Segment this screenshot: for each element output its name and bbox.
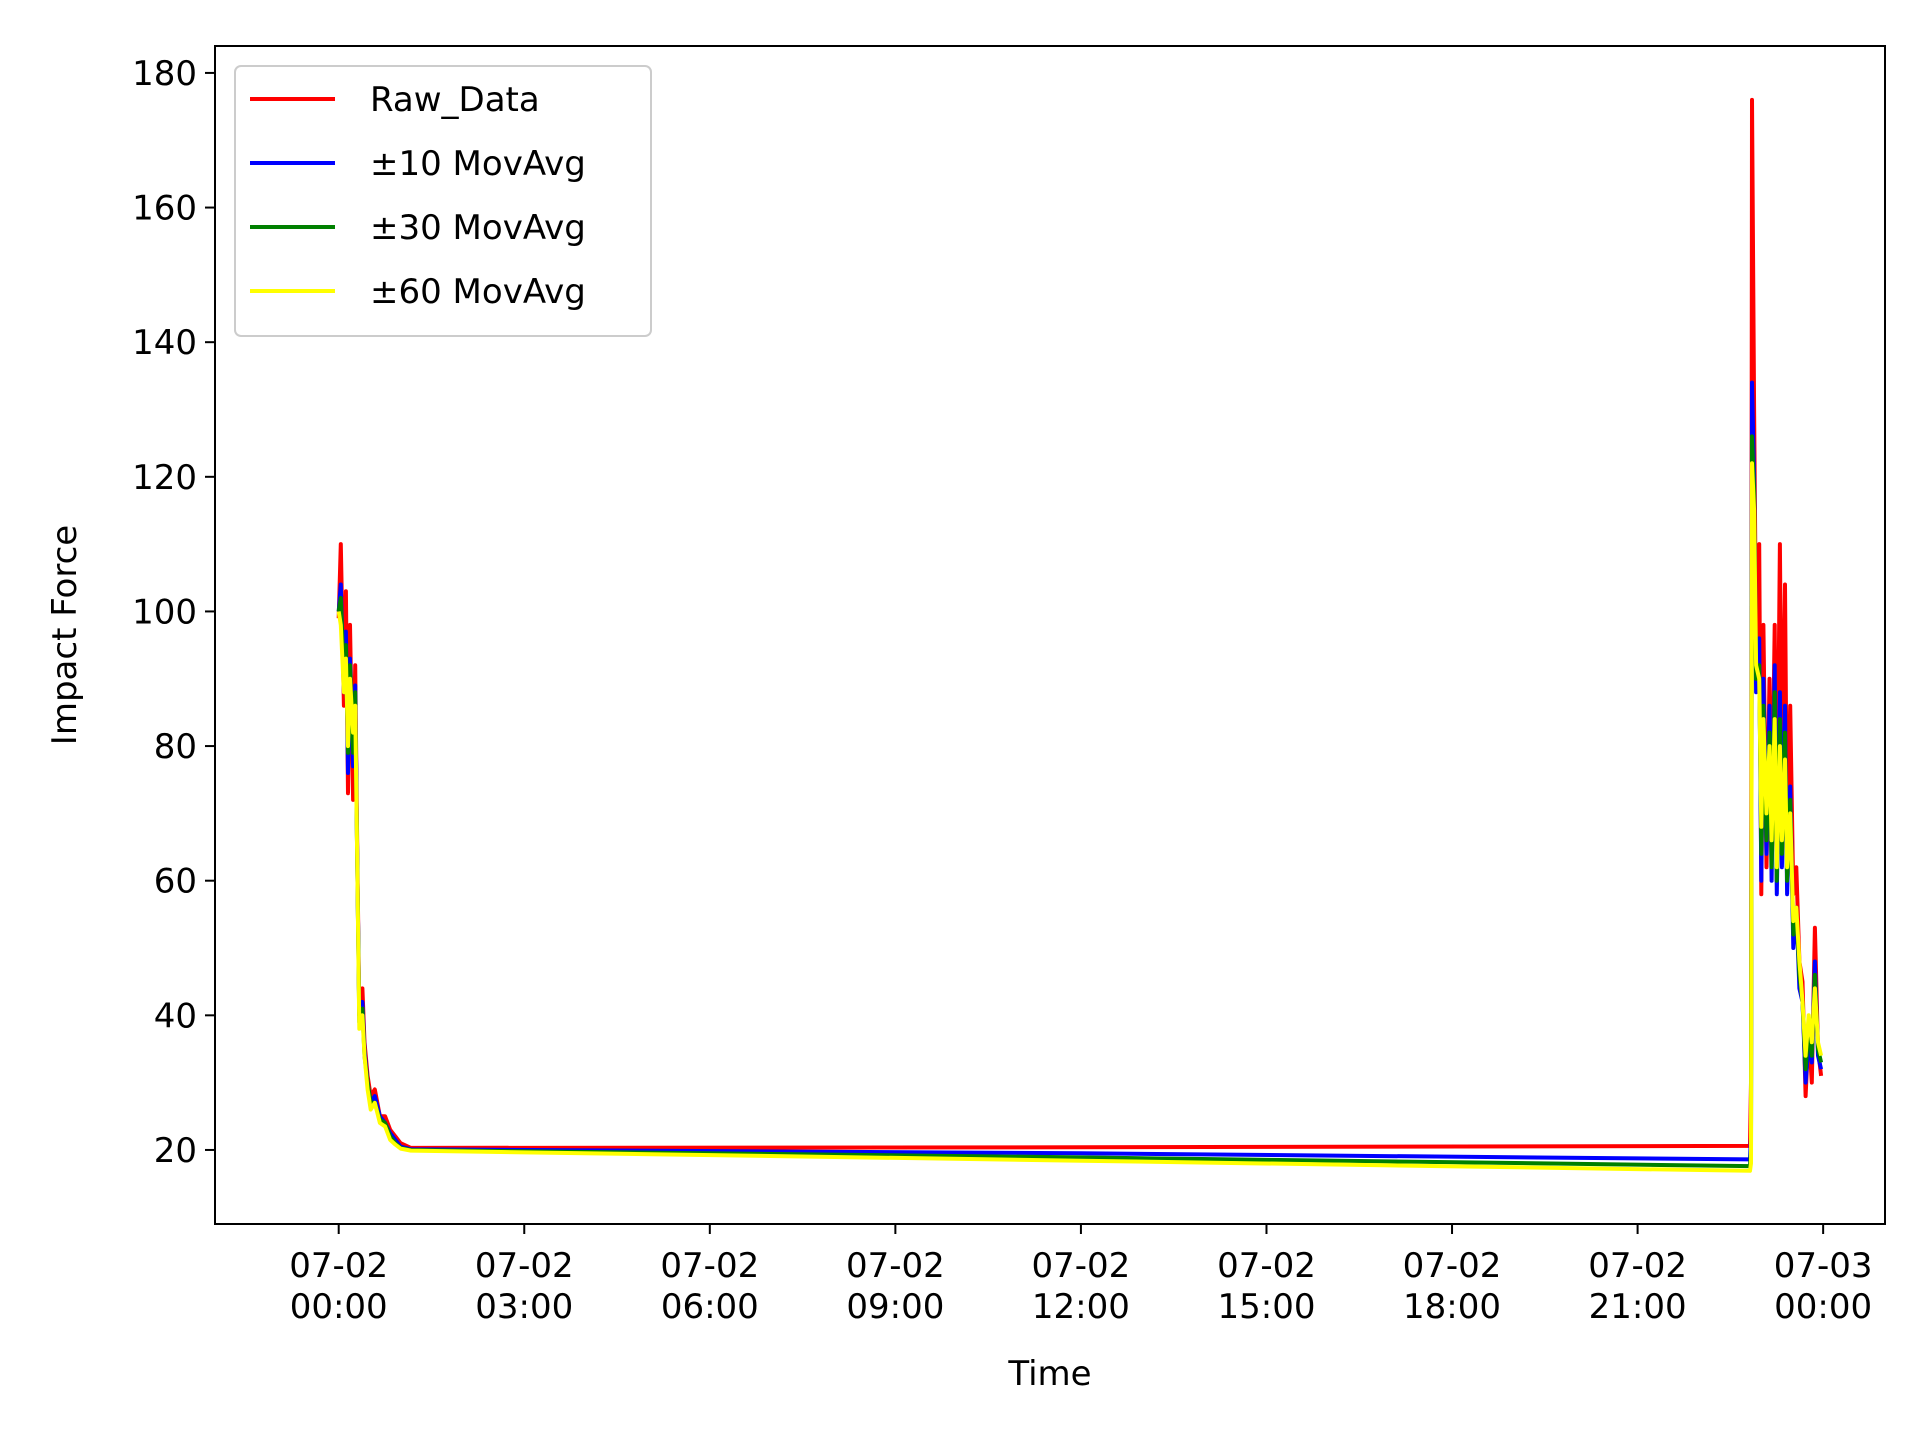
x-tick-label-date: 07-02 bbox=[1403, 1246, 1502, 1286]
x-tick-label-time: 06:00 bbox=[661, 1287, 759, 1327]
y-tick-label: 40 bbox=[154, 996, 197, 1036]
x-tick-label-time: 18:00 bbox=[1403, 1287, 1501, 1327]
y-tick-label: 160 bbox=[132, 189, 197, 229]
x-tick-label-time: 21:00 bbox=[1589, 1287, 1687, 1327]
legend: Raw_Data ±10 MovAvg ±30 MovAvg ±60 MovAvg bbox=[234, 65, 652, 337]
legend-label: ±30 MovAvg bbox=[370, 208, 586, 248]
x-tick-label-time: 15:00 bbox=[1217, 1287, 1315, 1327]
x-tick-label-date: 07-02 bbox=[1217, 1246, 1316, 1286]
x-tick-label-time: 03:00 bbox=[475, 1287, 573, 1327]
x-tick-label-date: 07-03 bbox=[1774, 1246, 1873, 1286]
x-tick-label-time: 09:00 bbox=[846, 1287, 944, 1327]
x-tick-label-time: 00:00 bbox=[290, 1287, 388, 1327]
series-line-4 bbox=[336, 461, 1824, 1173]
x-tick-label-date: 07-02 bbox=[660, 1246, 759, 1286]
y-tick-label: 180 bbox=[132, 54, 197, 94]
y-tick-label: 20 bbox=[154, 1131, 197, 1171]
y-axis-label: Impact Force bbox=[45, 525, 85, 745]
x-tick-label-time: 12:00 bbox=[1032, 1287, 1130, 1327]
x-tick-label-date: 07-02 bbox=[846, 1246, 945, 1286]
x-tick-label-date: 07-02 bbox=[475, 1246, 574, 1286]
y-tick-label: 60 bbox=[154, 862, 197, 902]
y-tick-label: 80 bbox=[154, 727, 197, 767]
legend-box bbox=[234, 65, 652, 337]
legend-label: Raw_Data bbox=[370, 80, 540, 120]
x-tick-label-date: 07-02 bbox=[289, 1246, 388, 1286]
y-tick-label: 140 bbox=[132, 323, 197, 363]
y-tick-label: 120 bbox=[132, 458, 197, 498]
series-layer bbox=[336, 97, 1824, 1173]
x-tick-label-time: 00:00 bbox=[1774, 1287, 1872, 1327]
legend-label: ±60 MovAvg bbox=[370, 272, 586, 312]
x-axis-label: Time bbox=[1007, 1354, 1091, 1394]
x-tick-label-date: 07-02 bbox=[1032, 1246, 1131, 1286]
x-axis: 07-0200:0007-0203:0007-0206:0007-0209:00… bbox=[289, 1224, 1873, 1327]
y-tick-label: 100 bbox=[132, 592, 197, 632]
legend-label: ±10 MovAvg bbox=[370, 144, 586, 184]
x-tick-label-date: 07-02 bbox=[1588, 1246, 1687, 1286]
plot-area-frame bbox=[214, 45, 1886, 1225]
y-axis: 20 40 60 80 100 120 140 160 180 bbox=[132, 54, 215, 1171]
